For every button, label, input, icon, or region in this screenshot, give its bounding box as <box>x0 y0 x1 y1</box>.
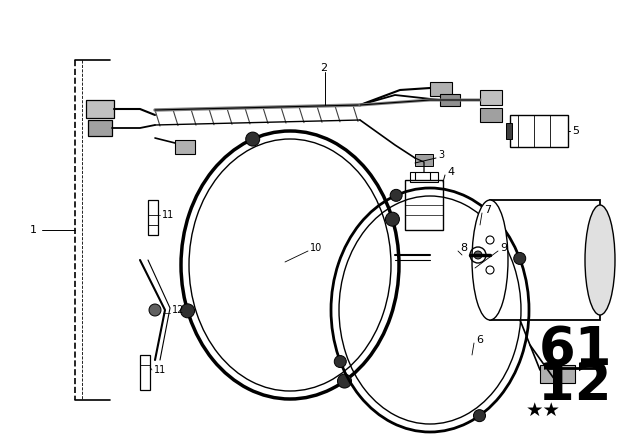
Circle shape <box>474 409 486 422</box>
Bar <box>86 100 114 118</box>
Bar <box>88 120 112 136</box>
Text: 12: 12 <box>538 359 612 411</box>
Bar <box>480 108 502 122</box>
Text: 61: 61 <box>538 324 612 376</box>
Text: 9: 9 <box>500 243 507 253</box>
Bar <box>510 115 568 147</box>
Bar <box>175 140 195 154</box>
Circle shape <box>514 252 525 264</box>
Ellipse shape <box>472 200 508 320</box>
Text: 2: 2 <box>320 63 327 73</box>
Text: 7: 7 <box>484 205 491 215</box>
Text: 11: 11 <box>154 365 166 375</box>
Text: 6: 6 <box>476 335 483 345</box>
Text: 5: 5 <box>572 126 579 136</box>
Circle shape <box>180 304 195 318</box>
Bar <box>506 123 512 139</box>
Bar <box>430 82 452 96</box>
Bar <box>540 365 575 383</box>
Bar <box>410 172 438 182</box>
Text: 8: 8 <box>460 243 467 253</box>
Text: 11: 11 <box>162 210 174 220</box>
Bar <box>440 94 460 106</box>
Text: 3: 3 <box>438 150 444 160</box>
Bar <box>480 90 502 105</box>
Bar <box>140 355 150 390</box>
Bar <box>490 200 600 320</box>
Text: 1: 1 <box>30 225 37 235</box>
Bar <box>415 154 433 166</box>
Text: 12: 12 <box>172 305 184 315</box>
Circle shape <box>334 356 346 367</box>
Bar <box>148 200 158 235</box>
Text: 10: 10 <box>310 243 323 253</box>
Text: 4: 4 <box>447 167 454 177</box>
Circle shape <box>390 190 402 201</box>
Circle shape <box>337 374 351 388</box>
Text: ★★: ★★ <box>525 401 561 419</box>
Circle shape <box>385 212 399 226</box>
Ellipse shape <box>585 205 615 315</box>
Circle shape <box>474 251 482 259</box>
Circle shape <box>246 132 260 146</box>
Circle shape <box>149 304 161 316</box>
Bar <box>405 180 443 230</box>
